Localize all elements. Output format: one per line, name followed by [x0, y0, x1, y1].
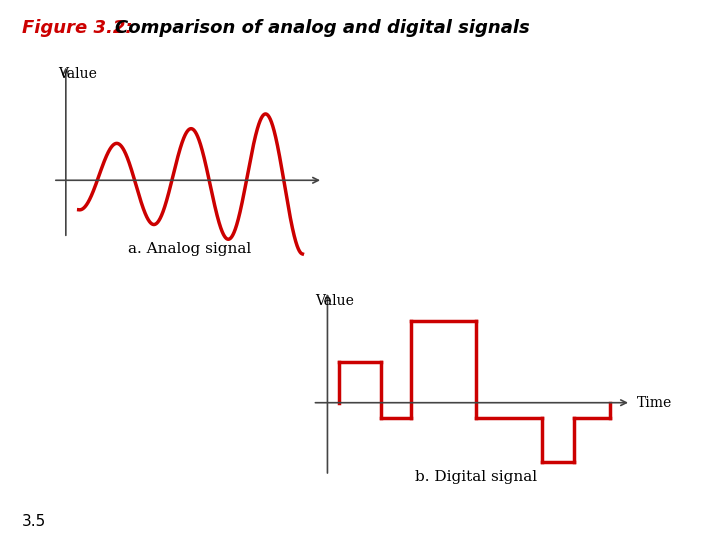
- Text: Figure 3.2:: Figure 3.2:: [22, 19, 132, 37]
- Text: Value: Value: [58, 66, 97, 80]
- Text: a. Analog signal: a. Analog signal: [127, 242, 251, 256]
- Text: Comparison of analog and digital signals: Comparison of analog and digital signals: [115, 19, 530, 37]
- Text: 3.5: 3.5: [22, 514, 46, 529]
- Text: b. Digital signal: b. Digital signal: [415, 470, 537, 484]
- Text: Time: Time: [637, 396, 672, 410]
- Text: Value: Value: [315, 294, 354, 308]
